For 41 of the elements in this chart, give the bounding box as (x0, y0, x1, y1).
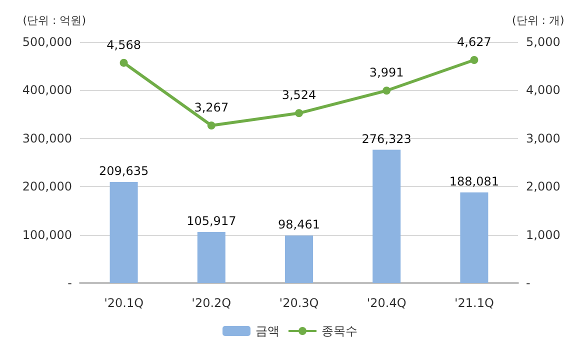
point (382, 86, 391, 95)
data-label: 105,917 (186, 214, 236, 228)
y-tick-label: 100,000 (22, 228, 72, 242)
y2-tick-label: 4,000 (526, 83, 560, 98)
data-label: 98,461 (278, 218, 320, 232)
y2-tick-label: 5,000 (526, 35, 560, 49)
y-axis-title: (단위 : 억원) (22, 14, 86, 27)
bar (372, 150, 401, 283)
data-label: 3,267 (194, 100, 229, 115)
bar (460, 192, 488, 283)
point (207, 122, 216, 130)
legend-label: 종목수 (322, 324, 358, 338)
data-label: 4,568 (106, 38, 141, 52)
y2-tick-label: - (526, 276, 530, 290)
point (295, 109, 303, 118)
y-tick-label: - (68, 276, 72, 290)
data-label: 3,991 (369, 66, 404, 80)
y-tick-label: 400,000 (22, 83, 72, 98)
y2-tick-label: 2,000 (526, 180, 560, 194)
bar (197, 232, 226, 283)
bar (285, 236, 313, 283)
x-tick-label: '20.1Q (104, 296, 144, 310)
data-label: 209,635 (98, 164, 149, 178)
data-label: 3,524 (282, 88, 316, 102)
bar (110, 182, 138, 283)
y-tick-label: 500,000 (22, 35, 72, 49)
y-tick-label: 300,000 (22, 131, 72, 146)
y2-axis-title: (단위 : 개) (512, 14, 564, 27)
y2-tick-label: 1,000 (526, 228, 560, 242)
data-label: 276,323 (362, 132, 412, 146)
x-tick-label: '21.1Q (454, 296, 494, 310)
y-tick-label: 200,000 (22, 180, 72, 194)
y2-tick-label: 3,000 (526, 131, 560, 146)
data-label: 4,627 (457, 34, 492, 49)
x-tick-label: '20.3Q (279, 296, 319, 310)
legend-label: 금액 (256, 324, 280, 338)
point (470, 56, 478, 64)
data-label: 188,081 (449, 174, 500, 188)
point (120, 58, 128, 67)
x-tick-label: '20.4Q (366, 296, 406, 310)
x-tick-label: '20.2Q (192, 296, 232, 310)
